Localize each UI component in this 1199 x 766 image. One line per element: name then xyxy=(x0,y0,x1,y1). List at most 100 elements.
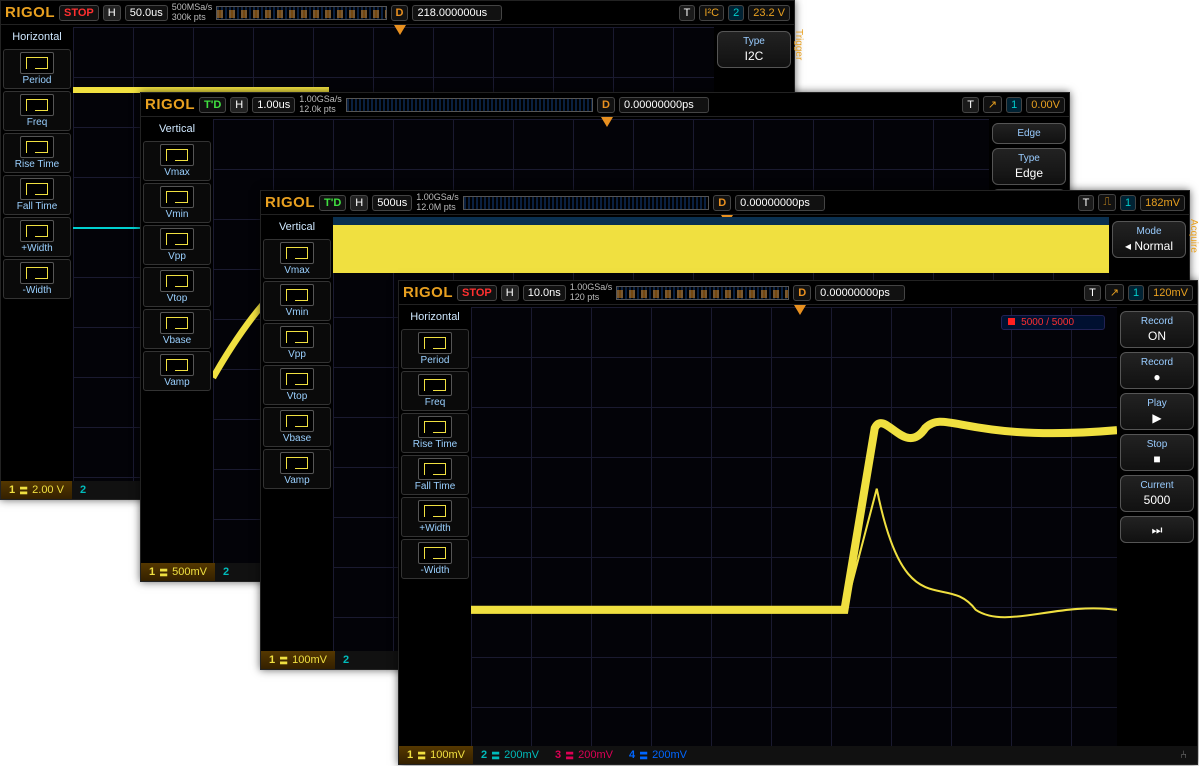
measure-vpp[interactable]: Vpp xyxy=(263,323,331,363)
measure-label: Freq xyxy=(425,397,446,408)
measure-vbase[interactable]: Vbase xyxy=(263,407,331,447)
measure-vbase[interactable]: Vbase xyxy=(143,309,211,349)
brand-logo: RIGOL xyxy=(5,4,55,21)
measure-label: Freq xyxy=(27,117,48,128)
sidebar-title: Vertical xyxy=(263,219,331,237)
measure-vmax[interactable]: Vmax xyxy=(263,239,331,279)
oscilloscope-window: RIGOLSTOPH10.0ns1.00GSa/s120 ptsD0.00000… xyxy=(398,280,1198,765)
trigger-level: 23.2 V xyxy=(748,5,790,21)
sidebar-title: Horizontal xyxy=(401,309,469,327)
delay-value: 218.000000us xyxy=(412,5,502,21)
measure-icon xyxy=(418,458,452,480)
measure-label: -Width xyxy=(23,285,52,296)
channel-3[interactable]: 3 〓 200mV xyxy=(547,746,621,764)
measure-icon xyxy=(160,312,194,334)
h-badge: H xyxy=(103,5,121,21)
trigger-channel: 2 xyxy=(728,5,744,21)
measure-vmin[interactable]: Vmin xyxy=(143,183,211,223)
channel-strip: 1〓100mV2 〓 200mV3 〓 200mV4 〓 200mV⑃ xyxy=(399,746,1197,764)
measure-icon xyxy=(160,144,194,166)
measure-label: Rise Time xyxy=(413,439,457,450)
measure-risetime[interactable]: Rise Time xyxy=(3,133,71,173)
softkey-type[interactable]: TypeEdge xyxy=(992,148,1066,185)
measurement-sidebar: Vertical Vmax Vmin VppVtopVbase Vamp xyxy=(261,217,333,651)
d-badge: D xyxy=(713,195,731,211)
measure-vpp[interactable]: Vpp xyxy=(143,225,211,265)
measure-icon xyxy=(160,186,194,208)
brand-logo: RIGOL xyxy=(145,96,195,113)
measure-icon xyxy=(20,220,54,242)
measure-freq[interactable]: Freq xyxy=(3,91,71,131)
measure-label: Vmax xyxy=(284,265,310,276)
h-badge: H xyxy=(501,285,519,301)
measure-vtop[interactable]: Vtop xyxy=(143,267,211,307)
measure-vamp[interactable]: Vamp xyxy=(143,351,211,391)
softkey-group-label: Trigger xyxy=(793,29,804,60)
softkey-record[interactable]: Record● xyxy=(1120,352,1194,389)
measure-period[interactable]: Period xyxy=(3,49,71,89)
measure-vtop[interactable]: Vtop xyxy=(263,365,331,405)
measure-icon xyxy=(160,270,194,292)
top-status-bar: RIGOLT'DH500us1.00GSa/s12.0M ptsD0.00000… xyxy=(261,191,1189,215)
trigger-position-marker[interactable] xyxy=(394,25,406,35)
measure-label: -Width xyxy=(421,565,450,576)
trigger-level: 182mV xyxy=(1140,195,1185,211)
channel-2[interactable]: 2 xyxy=(72,481,94,499)
d-badge: D xyxy=(391,5,409,21)
sidebar-title: Vertical xyxy=(143,121,211,139)
run-status-badge: STOP xyxy=(59,5,99,21)
softkey-edge[interactable]: Edge xyxy=(992,123,1066,144)
timebase-value: 50.0us xyxy=(125,5,168,21)
measure-width[interactable]: -Width xyxy=(3,259,71,299)
record-counter: 5000 / 5000 xyxy=(1001,315,1105,330)
channel-1[interactable]: 1〓2.00 V xyxy=(1,481,72,499)
trigger-level: 0.00V xyxy=(1026,97,1065,113)
channel-1[interactable]: 1〓100mV xyxy=(261,651,335,669)
measure-label: Vpp xyxy=(168,251,186,262)
top-status-bar: RIGOLSTOPH10.0ns1.00GSa/s120 ptsD0.00000… xyxy=(399,281,1197,305)
channel-2[interactable]: 2 〓 200mV xyxy=(473,746,547,764)
memory-bar xyxy=(216,6,386,20)
measure-icon xyxy=(160,228,194,250)
softkey-current[interactable]: Current5000 xyxy=(1120,475,1194,512)
measure-falltime[interactable]: Fall Time xyxy=(401,455,469,495)
memory-bar xyxy=(346,98,593,112)
trigger-mode-icon: ↗ xyxy=(983,96,1002,113)
measure-label: Fall Time xyxy=(415,481,456,492)
measure-label: Vbase xyxy=(163,335,191,346)
measure-vamp[interactable]: Vamp xyxy=(263,449,331,489)
measure-icon xyxy=(280,326,314,348)
measurement-sidebar: HorizontalPeriodFreqRise TimeFall Time+W… xyxy=(1,27,73,481)
softkey-stop[interactable]: Stop■ xyxy=(1120,434,1194,471)
measure-width[interactable]: +Width xyxy=(3,217,71,257)
channel-2[interactable]: 2 xyxy=(215,563,237,581)
measure-icon xyxy=(20,178,54,200)
trigger-channel: 1 xyxy=(1128,285,1144,301)
measure-vmax[interactable]: Vmax xyxy=(143,141,211,181)
timebase-value: 10.0ns xyxy=(523,285,566,301)
softkey-play[interactable]: Play▶ xyxy=(1120,393,1194,430)
measure-width[interactable]: +Width xyxy=(401,497,469,537)
measure-falltime[interactable]: Fall Time xyxy=(3,175,71,215)
measure-icon xyxy=(280,410,314,432)
channel-1[interactable]: 1〓500mV xyxy=(141,563,215,581)
measure-risetime[interactable]: Rise Time xyxy=(401,413,469,453)
softkey-type[interactable]: TypeI2C xyxy=(717,31,791,68)
measure-label: Vamp xyxy=(284,475,309,486)
softkey-record[interactable]: RecordON xyxy=(1120,311,1194,348)
measure-period[interactable]: Period xyxy=(401,329,469,369)
measure-icon xyxy=(418,416,452,438)
channel-4[interactable]: 4 〓 200mV xyxy=(621,746,695,764)
channel-2[interactable]: 2 xyxy=(335,651,357,669)
channel-1[interactable]: 1〓100mV xyxy=(399,746,473,764)
waveform-area[interactable]: 5000 / 5000 xyxy=(471,307,1117,746)
softkey-[interactable]: ⏭ xyxy=(1120,516,1194,543)
softkey-mode[interactable]: Mode◂ Normal xyxy=(1112,221,1186,258)
measure-vmin[interactable]: Vmin xyxy=(263,281,331,321)
measure-freq[interactable]: Freq xyxy=(401,371,469,411)
measure-label: Vmin xyxy=(286,307,309,318)
trace-main xyxy=(471,307,1117,741)
brand-logo: RIGOL xyxy=(403,284,453,301)
trigger-badge: T xyxy=(1078,195,1095,211)
measure-width[interactable]: -Width xyxy=(401,539,469,579)
